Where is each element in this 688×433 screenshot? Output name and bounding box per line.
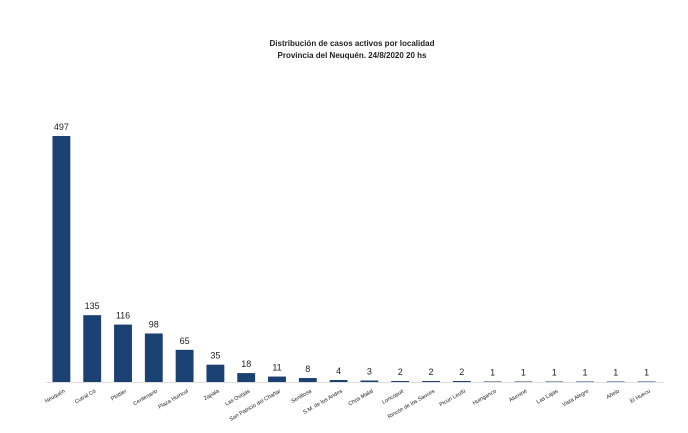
x-tick-label: Centenario bbox=[132, 389, 158, 408]
x-tick-label: Aluminé bbox=[508, 389, 528, 404]
bar bbox=[114, 324, 132, 382]
data-label: 2 bbox=[398, 367, 403, 377]
x-tick-label: Picún Leufú bbox=[439, 389, 467, 409]
data-label: 35 bbox=[210, 351, 220, 361]
data-label: 135 bbox=[85, 301, 100, 311]
x-tick-label: Plaza Huincul bbox=[157, 389, 189, 411]
bar bbox=[52, 136, 71, 382]
bar bbox=[360, 380, 379, 382]
chart-title: Distribución de casos activos por locali… bbox=[270, 39, 435, 48]
bar bbox=[83, 315, 102, 382]
x-tick-label: Plottier bbox=[110, 388, 128, 402]
data-label: 8 bbox=[305, 364, 310, 374]
data-label: 3 bbox=[367, 367, 372, 377]
x-tick-label: Cutral Có bbox=[74, 389, 97, 406]
data-label: 65 bbox=[180, 336, 190, 346]
bar bbox=[206, 364, 225, 382]
x-tick-label: San Patricio del Chañar bbox=[229, 388, 282, 422]
x-tick-label: Añelo bbox=[606, 389, 621, 401]
data-label: 2 bbox=[428, 367, 433, 377]
x-tick-label: Huinganco bbox=[472, 389, 498, 407]
bar bbox=[329, 380, 348, 382]
bar bbox=[175, 349, 194, 382]
data-label: 4 bbox=[336, 366, 341, 376]
data-label: 1 bbox=[521, 368, 526, 378]
data-label: 98 bbox=[149, 319, 159, 329]
bar bbox=[237, 373, 256, 382]
data-label: 1 bbox=[490, 368, 495, 378]
x-tick-label: Senillosa bbox=[290, 388, 313, 405]
x-tick-label: El Huecu bbox=[629, 389, 651, 405]
bar bbox=[144, 333, 163, 382]
bar bbox=[452, 381, 471, 382]
data-label: 1 bbox=[582, 368, 587, 378]
bar bbox=[391, 381, 410, 382]
bar bbox=[422, 381, 440, 382]
data-label: 1 bbox=[552, 368, 557, 378]
data-label: 18 bbox=[241, 359, 251, 369]
bar bbox=[268, 376, 286, 382]
x-tick-label: Las Lajas bbox=[536, 388, 560, 405]
x-tick-label: Loncopué bbox=[381, 389, 405, 406]
x-tick-label: Zapala bbox=[203, 388, 221, 402]
data-label: 1 bbox=[644, 368, 649, 378]
x-tick-label: Chos Malal bbox=[348, 389, 375, 408]
x-tick-label: Las Ovejas bbox=[224, 388, 251, 407]
data-label: 2 bbox=[459, 367, 464, 377]
x-tick-label: Neuquén bbox=[44, 389, 66, 405]
x-tick-label: Vista Alegre bbox=[562, 389, 590, 409]
data-label: 497 bbox=[54, 122, 69, 132]
data-label: 116 bbox=[116, 311, 130, 321]
chart-subtitle: Provincia del Neuquén. 24/8/2020 20 hs bbox=[278, 51, 428, 60]
data-label: 11 bbox=[272, 363, 281, 373]
bar bbox=[298, 378, 317, 382]
data-label: 1 bbox=[613, 368, 618, 378]
